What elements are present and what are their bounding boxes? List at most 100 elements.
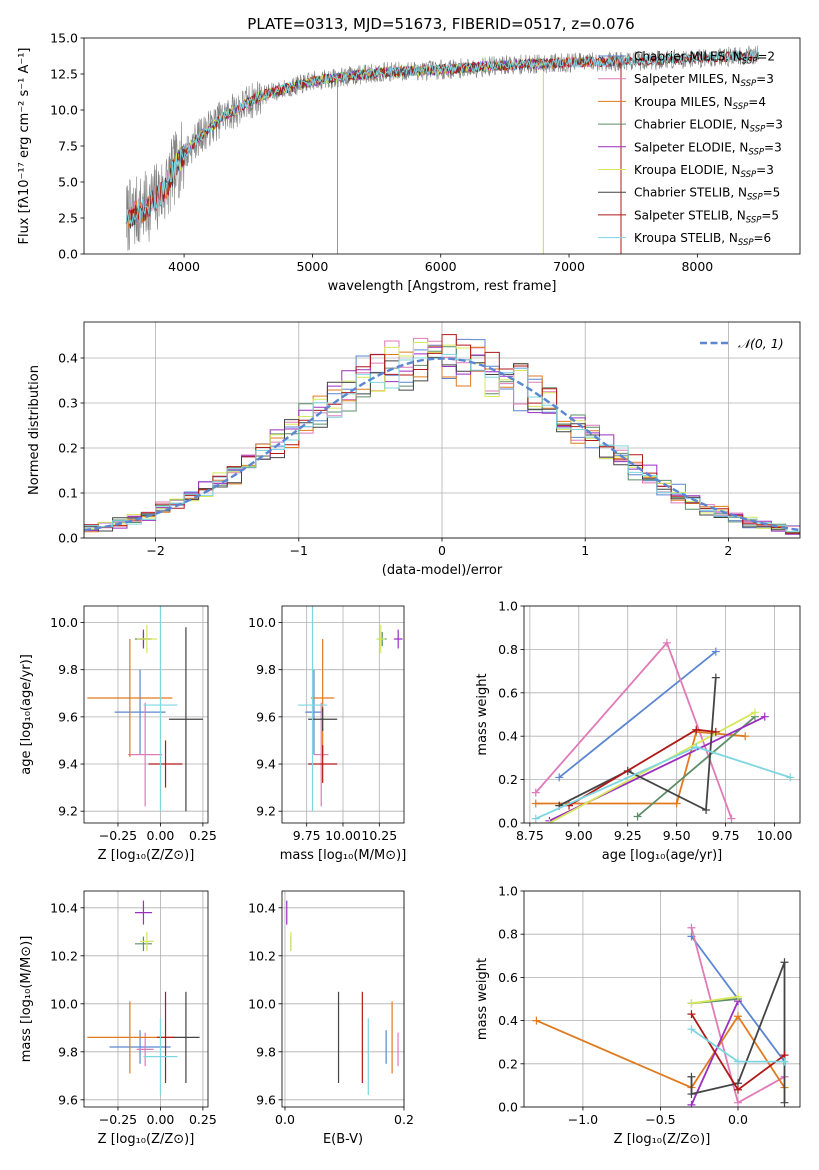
mass-EBV-axes: 0.0 0.2 9.6 9.8 10.0 10.2 10.4 E(B-V) (248, 891, 414, 1147)
legend-label: Salpeter MILES, NSSP=3 (634, 72, 774, 89)
weight-marker (531, 814, 540, 823)
legend-label: Salpeter ELODIE, NSSP=3 (634, 140, 782, 157)
y-tick-label: 0.0 (498, 1100, 518, 1115)
age-mass-axes: 9.75 10.00 10.25 9.2 9.4 9.6 9.8 10.0 mass [log₁… (248, 606, 406, 863)
weight-marker (780, 958, 789, 967)
weight-age-lines (531, 638, 795, 823)
y-tick-label: 9.8 (256, 662, 276, 677)
weight-marker (687, 923, 696, 932)
x-axis-label: wavelength [Angstrom, rest frame] (328, 279, 557, 294)
weight-marker (692, 743, 701, 752)
y-tick-label: 5.0 (58, 175, 78, 190)
y-tick-label: 15.0 (50, 31, 78, 46)
x-tick-label: 10.00 (757, 828, 793, 843)
mass-Z-errorbars (87, 900, 200, 1095)
x-tick-label: 0.2 (394, 1112, 414, 1127)
y-axis-label: age [log₁₀(age/yr)] (19, 654, 34, 775)
weight-marker (733, 1057, 742, 1066)
y-tick-label: 10.0 (50, 996, 78, 1011)
gaussian-curve (84, 357, 800, 532)
x-tick-label: 0.0 (728, 1112, 748, 1127)
spectrum-axes: 4000 5000 6000 7000 8000 0.0 2.5 5.0 7.5 10.0 12.5… (17, 31, 713, 295)
x-tick-label: 9.75 (293, 828, 321, 843)
x-tick-label: 8000 (681, 259, 713, 274)
y-tick-label: 10.4 (248, 900, 276, 915)
weight-marker (687, 1010, 696, 1019)
weight-marker (733, 992, 742, 1001)
weight-marker (531, 799, 540, 808)
weight-marker (786, 773, 795, 782)
model-spectrum (125, 49, 760, 225)
weight-marker (780, 1057, 789, 1066)
x-tick-label: −1.0 (568, 1112, 598, 1127)
y-tick-label: 9.4 (256, 757, 276, 772)
weight-Z-frame (523, 890, 801, 1108)
y-tick-label: 0.6 (498, 685, 518, 700)
weight-marker (711, 647, 720, 656)
y-axis-label: mass weight (475, 673, 490, 755)
x-tick-label: 0.25 (189, 828, 217, 843)
y-axis-label: Normed distribution (27, 365, 42, 495)
y-tick-label: 9.8 (58, 662, 78, 677)
y-tick-label: 10.0 (50, 103, 78, 118)
weight-marker (662, 638, 671, 647)
x-tick-label: 0.0 (275, 1112, 295, 1127)
weight-Z-lines (532, 923, 789, 1107)
weight-line (636, 716, 756, 818)
y-tick-label: 10.2 (50, 948, 78, 963)
age-mass-errorbars (297, 606, 403, 812)
x-tick-label: 5000 (296, 259, 328, 274)
y-tick-label: 0.2 (498, 1056, 518, 1071)
x-tick-label: 1 (581, 543, 589, 558)
x-tick-label: 7000 (553, 259, 585, 274)
x-tick-label: 0.00 (147, 828, 175, 843)
weight-marker (702, 805, 711, 814)
weight-marker (750, 708, 759, 717)
x-tick-label: 10.25 (361, 828, 397, 843)
y-tick-label: 2.5 (58, 211, 78, 226)
weight-line (558, 650, 717, 779)
y-tick-label: 10.2 (248, 948, 276, 963)
x-axis-label: age [log₁₀(age/yr)] (602, 848, 723, 863)
y-tick-label: 7.5 (58, 139, 78, 154)
weight-marker (633, 812, 642, 821)
y-tick-label: 9.2 (256, 804, 276, 819)
y-tick-label: 10.0 (248, 615, 276, 630)
weight-age-frame (523, 605, 801, 824)
y-tick-label: 0.2 (498, 772, 518, 787)
y-tick-label: 0.1 (58, 486, 78, 501)
age-Z-frame (83, 605, 209, 824)
weight-line (691, 995, 739, 1005)
weight-marker (727, 814, 736, 823)
weight-marker (687, 1072, 696, 1081)
age-mass-frame (281, 605, 405, 824)
x-axis-label: Z [log₁₀(Z/Z⊙)] (614, 1132, 711, 1147)
weight-age-axes: 8.75 9.00 9.25 9.50 9.75 10.00 0.0 0.2 0.4 0.6 0.8… (475, 599, 800, 863)
legend-label: Chabrier STELIB, NSSP=5 (634, 186, 780, 203)
x-tick-label: 4000 (168, 259, 200, 274)
y-tick-label: 9.2 (58, 804, 78, 819)
weight-marker (687, 999, 696, 1008)
x-tick-label: 0.25 (189, 1112, 217, 1127)
y-tick-label: 10.0 (50, 615, 78, 630)
y-tick-label: 1.0 (498, 599, 518, 614)
x-axis-label: Z [log₁₀(Z/Z⊙)] (98, 1132, 195, 1147)
x-axis-label: E(B-V) (323, 1132, 363, 1147)
x-axis-label: mass [log₁₀(M/M⊙)] (280, 848, 407, 863)
y-tick-label: 0.3 (58, 396, 78, 411)
weight-marker (545, 819, 554, 823)
weight-marker (733, 1012, 742, 1021)
y-tick-label: 10.0 (248, 996, 276, 1011)
x-tick-label: −0.25 (99, 1112, 137, 1127)
weight-marker (532, 1016, 541, 1025)
x-tick-label: 9.00 (565, 828, 593, 843)
y-tick-label: 0.0 (58, 247, 78, 262)
weight-marker (687, 1100, 696, 1107)
y-tick-label: 9.6 (58, 1092, 78, 1107)
mass-Z-axes: −0.25 0.00 0.25 9.6 9.8 10.0 10.2 10.4 Z [log₁₀(… (19, 891, 217, 1147)
figure-title: PLATE=0313, MJD=51673, FIBERID=0517, z=0… (247, 15, 634, 33)
age-Z-axes: −0.25 0.00 0.25 9.2 9.4 9.6 9.8 10.0 Z [log₁₀(Z/… (19, 606, 217, 863)
x-axis-label: Z [log₁₀(Z/Z⊙)] (98, 848, 195, 863)
weight-marker (733, 1085, 742, 1094)
